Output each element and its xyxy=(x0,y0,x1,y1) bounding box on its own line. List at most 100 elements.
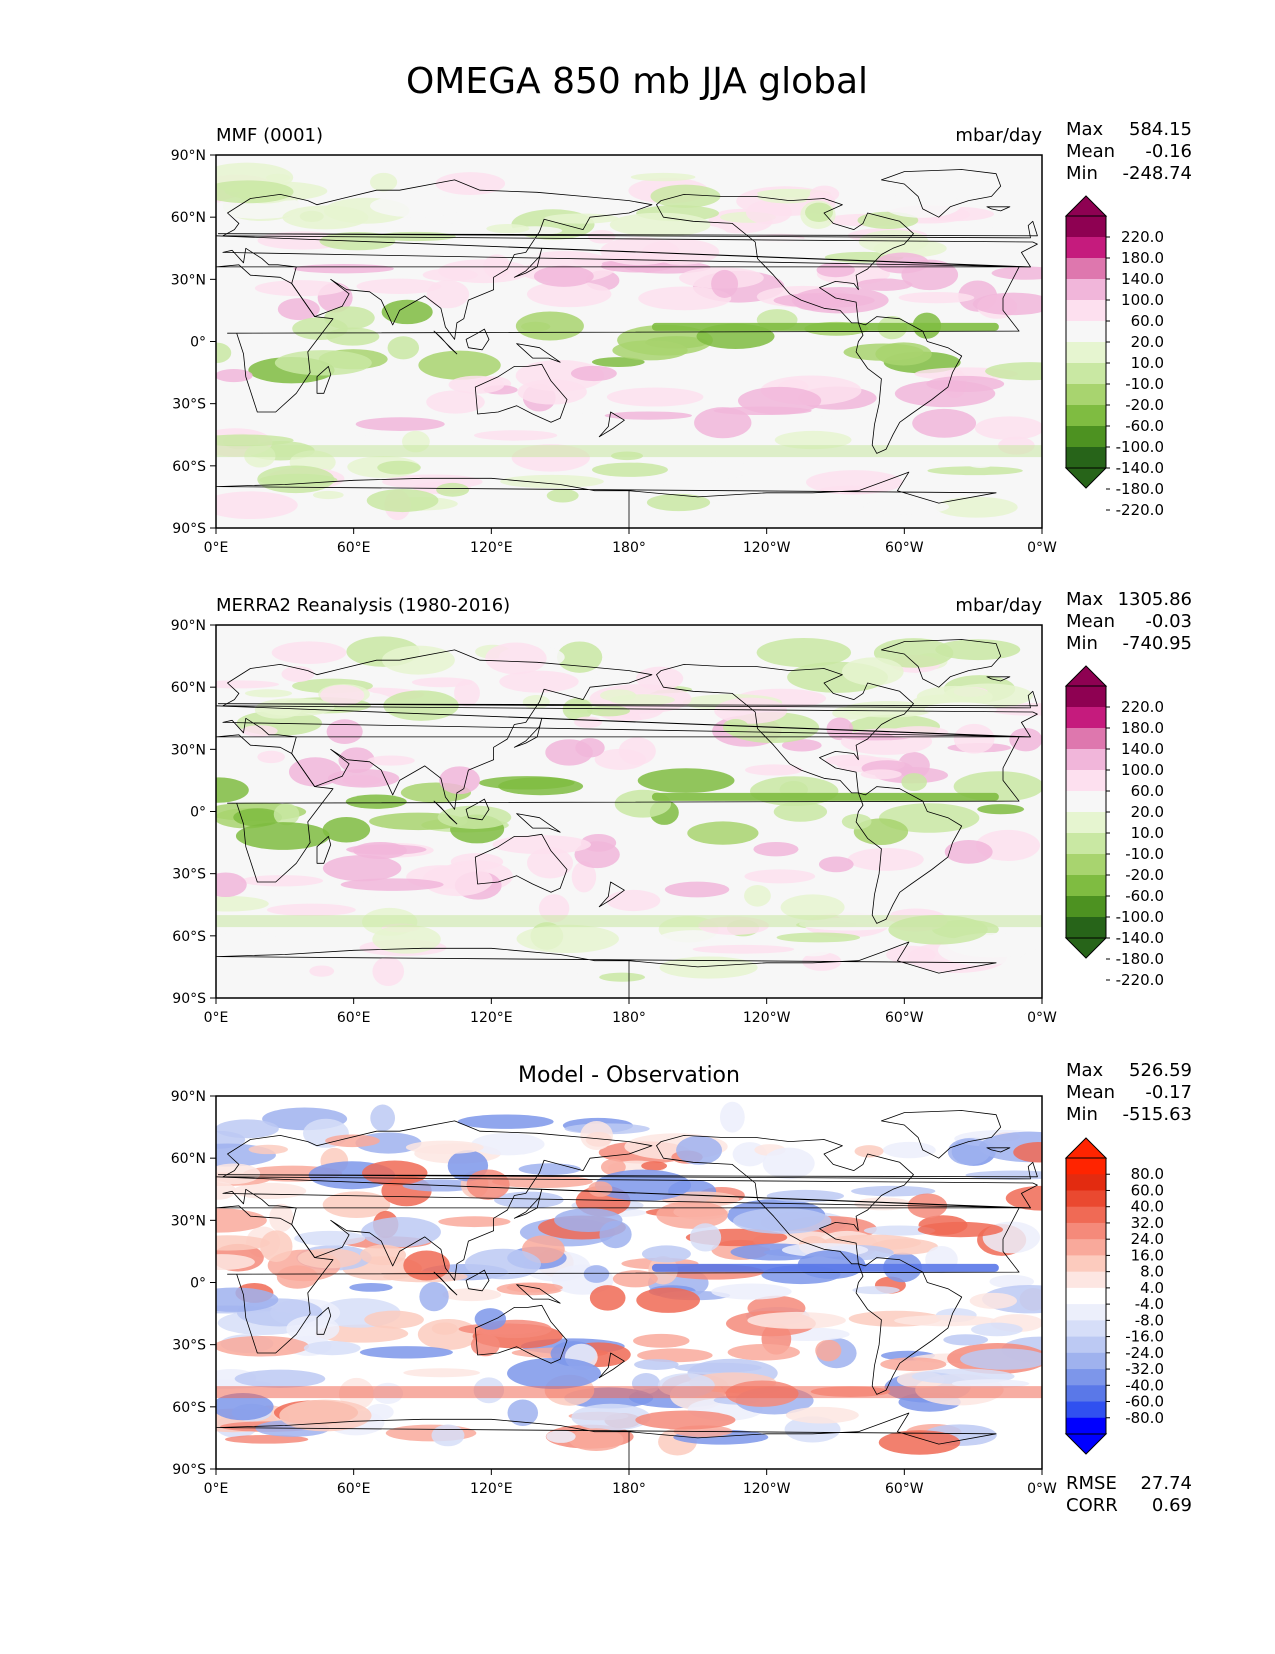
panel-left-title: MERRA2 Reanalysis (1980-2016) xyxy=(216,595,510,616)
stats: Max 584.15 Mean -0.16 Min -248.74 xyxy=(1066,119,1192,184)
coastline xyxy=(881,169,1002,218)
colorbar-label: -180.0 xyxy=(1116,950,1164,968)
field-contour xyxy=(856,278,913,291)
stat-value: 1305.86 xyxy=(1118,589,1192,610)
field-contour xyxy=(216,1335,309,1357)
colorbar-swatch xyxy=(1066,279,1106,301)
coastline xyxy=(216,941,997,998)
colorbar-label: -40.0 xyxy=(1125,1376,1164,1394)
colorbar-label: -180.0 xyxy=(1116,480,1164,498)
field-contour xyxy=(641,1245,691,1263)
coastline xyxy=(217,690,1038,709)
stat-label: Mean xyxy=(1066,141,1115,162)
colorbar-label: -8.0 xyxy=(1135,1311,1164,1329)
field-contour xyxy=(588,1181,613,1197)
colorbar-swatch xyxy=(1066,216,1106,238)
field-contour xyxy=(875,342,932,366)
coastline xyxy=(986,1147,1011,1153)
field-contour xyxy=(216,491,298,520)
colorbar-label: 20.0 xyxy=(1131,803,1164,821)
field-contour xyxy=(571,1403,651,1431)
field-contour xyxy=(637,1348,713,1363)
footer-label: RMSE xyxy=(1066,1473,1117,1494)
x-tick-label: 0°E xyxy=(204,540,229,556)
field-contour xyxy=(972,292,1042,316)
colorbar-label: 4.0 xyxy=(1140,1279,1164,1297)
panel-model: MMF (0001) mbar/day 90°N 60°N 30°N 0° 30°S 60… xyxy=(171,119,1192,556)
coastline xyxy=(513,1188,543,1219)
field-contour xyxy=(454,679,480,707)
field-contour xyxy=(405,1140,484,1155)
stat-value: -248.74 xyxy=(1123,163,1192,184)
field-contour xyxy=(435,172,506,196)
field-contour xyxy=(216,369,253,383)
field-contour xyxy=(570,365,617,382)
footer-value: 27.74 xyxy=(1140,1473,1192,1494)
colorbar-swatch xyxy=(1066,447,1106,469)
field-contour xyxy=(266,903,356,917)
panel-units: mbar/day xyxy=(955,125,1042,146)
field-contour xyxy=(863,1225,936,1236)
field-contour xyxy=(349,1283,393,1292)
coastline xyxy=(465,798,490,821)
field-contour xyxy=(283,890,376,904)
colorbar-swatch xyxy=(1066,1369,1106,1386)
field-contour xyxy=(984,225,1030,246)
field-contour xyxy=(606,889,661,912)
field-contour xyxy=(687,821,759,845)
y-axis: 90°N 60°N 30°N 0° 30°S 60°S 90°S xyxy=(171,1089,216,1478)
field-contour xyxy=(756,638,852,668)
colorbar-label: -220.0 xyxy=(1116,971,1164,989)
colorbar-swatch xyxy=(1066,405,1106,427)
colorbar-label: 140.0 xyxy=(1121,740,1164,758)
coastline xyxy=(513,247,543,278)
y-tick-label: 90°S xyxy=(172,1462,206,1478)
coastline xyxy=(433,1271,458,1296)
field-contour xyxy=(356,278,442,295)
colorbar-swatch xyxy=(1066,1417,1106,1435)
colorbar-label: -140.0 xyxy=(1116,459,1164,477)
field-contour xyxy=(606,387,704,407)
field-contour xyxy=(437,805,512,829)
field-contour xyxy=(852,1286,900,1295)
colorbar-label: 60.0 xyxy=(1131,782,1164,800)
coastline xyxy=(598,411,625,438)
panel-difference: Model - Observation 90°N 60°N 30°N 0° 30°S 60… xyxy=(171,1060,1192,1516)
field-contour xyxy=(288,757,342,787)
field-contour xyxy=(225,1434,309,1444)
field-contour xyxy=(377,460,421,475)
colorbar-swatch xyxy=(1066,707,1106,729)
x-tick-label: 180° xyxy=(612,1010,646,1026)
x-tick-label: 180° xyxy=(612,1481,646,1497)
colorbar-swatch xyxy=(1066,1287,1106,1305)
colorbar-label: 220.0 xyxy=(1121,228,1164,246)
panel-left-title: MMF (0001) xyxy=(216,125,323,146)
field-contour xyxy=(592,462,668,477)
y-tick-label: 60°S xyxy=(172,1400,206,1416)
field-contour xyxy=(701,460,749,479)
colorbar-label: 180.0 xyxy=(1121,719,1164,737)
colorbar-swatch xyxy=(1066,749,1106,771)
field-contour xyxy=(795,416,839,434)
colorbar-swatch xyxy=(1066,1222,1106,1240)
field-contour xyxy=(326,719,363,744)
field-contour xyxy=(951,1379,1030,1389)
field-contour xyxy=(580,1121,613,1151)
colorbar-label: -60.0 xyxy=(1125,887,1164,905)
stat-value: -740.95 xyxy=(1123,633,1192,654)
colorbar-swatch xyxy=(1066,812,1106,834)
field-contour xyxy=(240,875,324,887)
field-contour xyxy=(273,803,300,826)
field-contour xyxy=(880,1357,947,1372)
field-contour xyxy=(466,1169,510,1200)
field-contour xyxy=(604,411,692,420)
colorbar-swatch xyxy=(1066,1206,1106,1224)
field-contour xyxy=(216,1181,236,1200)
coastline xyxy=(316,1307,332,1335)
colorbar-swatch xyxy=(1066,686,1106,708)
field-contour xyxy=(599,689,637,702)
field-contour xyxy=(361,1160,428,1186)
coastline xyxy=(433,800,458,825)
y-tick-label: 30°S xyxy=(172,867,206,883)
field-contour xyxy=(422,268,478,282)
